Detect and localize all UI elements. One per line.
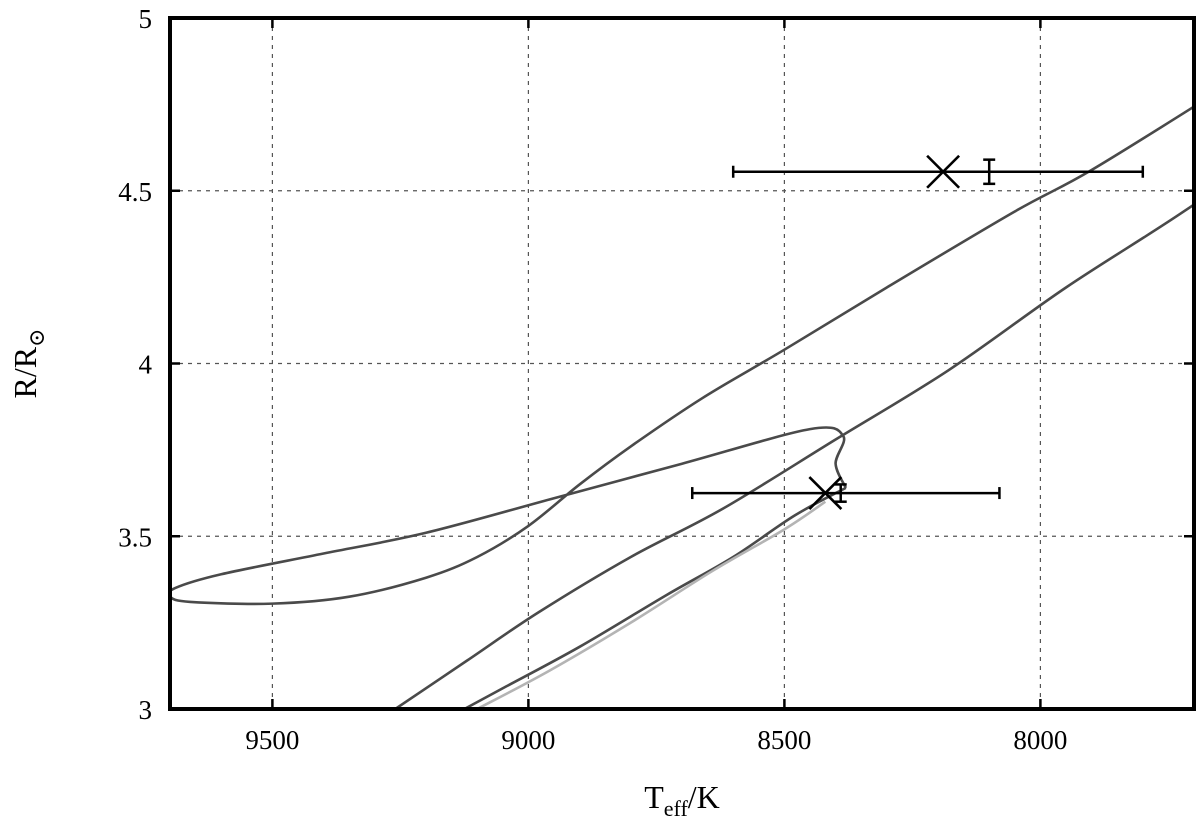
x-axis-label: Teff/K bbox=[644, 779, 720, 821]
x-axis-label-tail: /K bbox=[688, 779, 720, 815]
model-point-cross bbox=[926, 154, 961, 189]
x-tick-label: 9500 bbox=[245, 725, 299, 755]
grid bbox=[170, 18, 1194, 709]
model-point-cross bbox=[808, 476, 843, 510]
y-axis-label: R/R⊙ bbox=[7, 328, 49, 398]
y-axis-label-sub: ⊙ bbox=[24, 328, 49, 346]
series-line bbox=[463, 486, 847, 709]
y-axis-label-main: R/R bbox=[7, 346, 43, 398]
y-tick-label: 5 bbox=[139, 4, 153, 34]
x-tick-label: 8000 bbox=[1013, 725, 1067, 755]
y-tick-label: 3.5 bbox=[118, 522, 152, 552]
series-line bbox=[476, 500, 827, 709]
measurement bbox=[731, 154, 1145, 189]
series-line bbox=[170, 105, 1194, 606]
tick-labels: 9500 9000 8500 8000 3 3.5 4 4.5 5 bbox=[118, 4, 1067, 755]
measurements-layer bbox=[690, 154, 1145, 510]
measurement bbox=[690, 476, 1001, 510]
x-axis-label-sub: eff bbox=[664, 796, 689, 821]
y-tick-label: 4.5 bbox=[118, 177, 152, 207]
ticks bbox=[170, 16, 1194, 711]
series-layer bbox=[170, 105, 1194, 709]
series-line bbox=[394, 202, 1194, 709]
y-tick-label: 3 bbox=[139, 695, 153, 725]
x-tick-label: 8500 bbox=[757, 725, 811, 755]
x-axis-label-main: T bbox=[644, 779, 664, 815]
x-tick-label: 9000 bbox=[501, 725, 555, 755]
y-tick-label: 4 bbox=[139, 350, 153, 380]
